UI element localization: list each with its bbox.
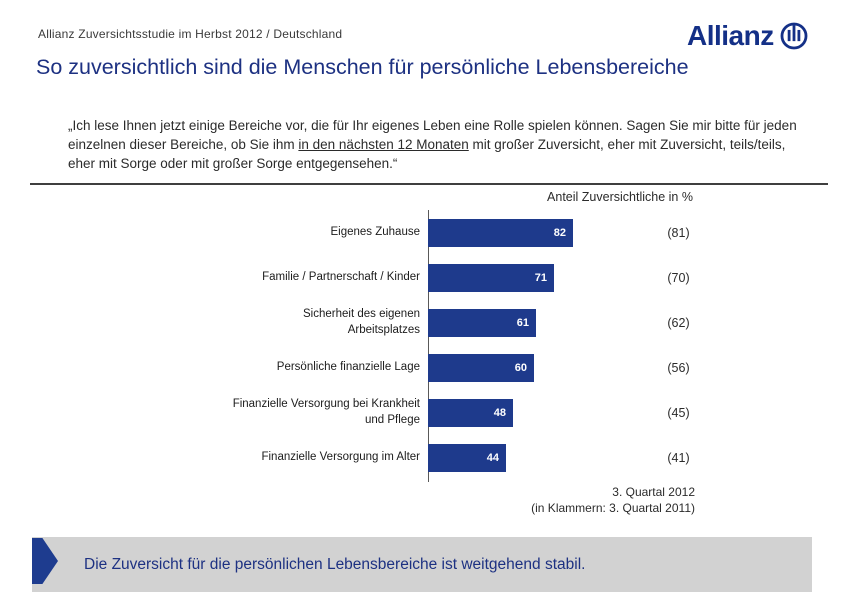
bar-value-label: 60 (514, 361, 527, 374)
axis-line (428, 210, 429, 482)
chart-title: Anteil Zuversichtliche in % (547, 190, 693, 204)
previous-year-value: (62) (667, 315, 690, 330)
allianz-eagle-circle-icon (780, 22, 808, 50)
chart-row: Eigenes Zuhause 82 (81) (230, 210, 830, 255)
chart-row: Familie / Partnerschaft / Kinder 71 (70) (230, 255, 830, 300)
allianz-wordmark: Allianz (687, 20, 774, 51)
category-label: Persönliche finanzielle Lage (276, 360, 420, 373)
bar-zone: 44 (41) (428, 443, 813, 472)
takeaway-box: Die Zuversicht für die persönlichen Lebe… (32, 537, 812, 592)
bar-value-label: 61 (516, 316, 529, 329)
bar-value-label: 82 (553, 226, 566, 239)
chart-row: Persönliche finanzielle Lage 60 (56) (230, 345, 830, 390)
bar: 61 (428, 308, 536, 337)
divider-line (30, 183, 828, 185)
category-label: Sicherheit des eigenen Arbeitsplatzes (303, 307, 420, 336)
bar-zone: 60 (56) (428, 353, 813, 382)
category-label: Finanzielle Versorgung im Alter (261, 450, 420, 463)
survey-question: „Ich lese Ihnen jetzt einige Bereiche vo… (68, 116, 798, 173)
footnote-line-2: (in Klammern: 3. Quartal 2011) (531, 501, 695, 515)
bar-zone: 82 (81) (428, 218, 813, 247)
takeaway-text: Die Zuversicht für die persönlichen Lebe… (84, 556, 586, 573)
chart-row: Finanzielle Versorgung im Alter 44 (41) (230, 435, 830, 480)
bar-zone: 61 (62) (428, 308, 813, 337)
previous-year-value: (70) (667, 270, 690, 285)
bar: 44 (428, 443, 506, 472)
question-text-pre: „Ich lese Ihnen jetzt einige Bereiche vo… (68, 118, 797, 152)
bar: 60 (428, 353, 534, 382)
study-label: Allianz Zuversichtsstudie im Herbst 2012… (38, 27, 343, 41)
bar-zone: 48 (45) (428, 398, 813, 427)
bar: 71 (428, 263, 554, 292)
bar-value-label: 48 (493, 406, 506, 419)
category-label: Eigenes Zuhause (330, 225, 420, 238)
chart-footnote: 3. Quartal 2012 (in Klammern: 3. Quartal… (395, 484, 695, 516)
bar-chart: Eigenes Zuhause 82 (81) Familie / Partne… (230, 210, 830, 480)
chart-row: Sicherheit des eigenen Arbeitsplatzes 61… (230, 300, 830, 345)
bar: 82 (428, 218, 573, 247)
allianz-logo: Allianz (687, 22, 808, 50)
bar-zone: 71 (70) (428, 263, 813, 292)
category-label: Familie / Partnerschaft / Kinder (262, 270, 420, 283)
category-label: Finanzielle Versorgung bei Krankheit und… (232, 397, 420, 426)
previous-year-value: (45) (667, 405, 690, 420)
chart-row: Finanzielle Versorgung bei Krankheit und… (230, 390, 830, 435)
bar-value-label: 71 (534, 271, 547, 284)
footnote-line-1: 3. Quartal 2012 (612, 485, 695, 499)
bar: 48 (428, 398, 513, 427)
page-title: So zuversichtlich sind die Menschen für … (36, 55, 689, 79)
question-text-post: mit großer Zuversicht, eher mit Zuversic… (68, 137, 786, 171)
previous-year-value: (41) (667, 450, 690, 465)
previous-year-value: (81) (667, 225, 690, 240)
question-text-underlined: in den nächsten 12 Monaten (298, 137, 469, 152)
bar-value-label: 44 (486, 451, 499, 464)
previous-year-value: (56) (667, 360, 690, 375)
